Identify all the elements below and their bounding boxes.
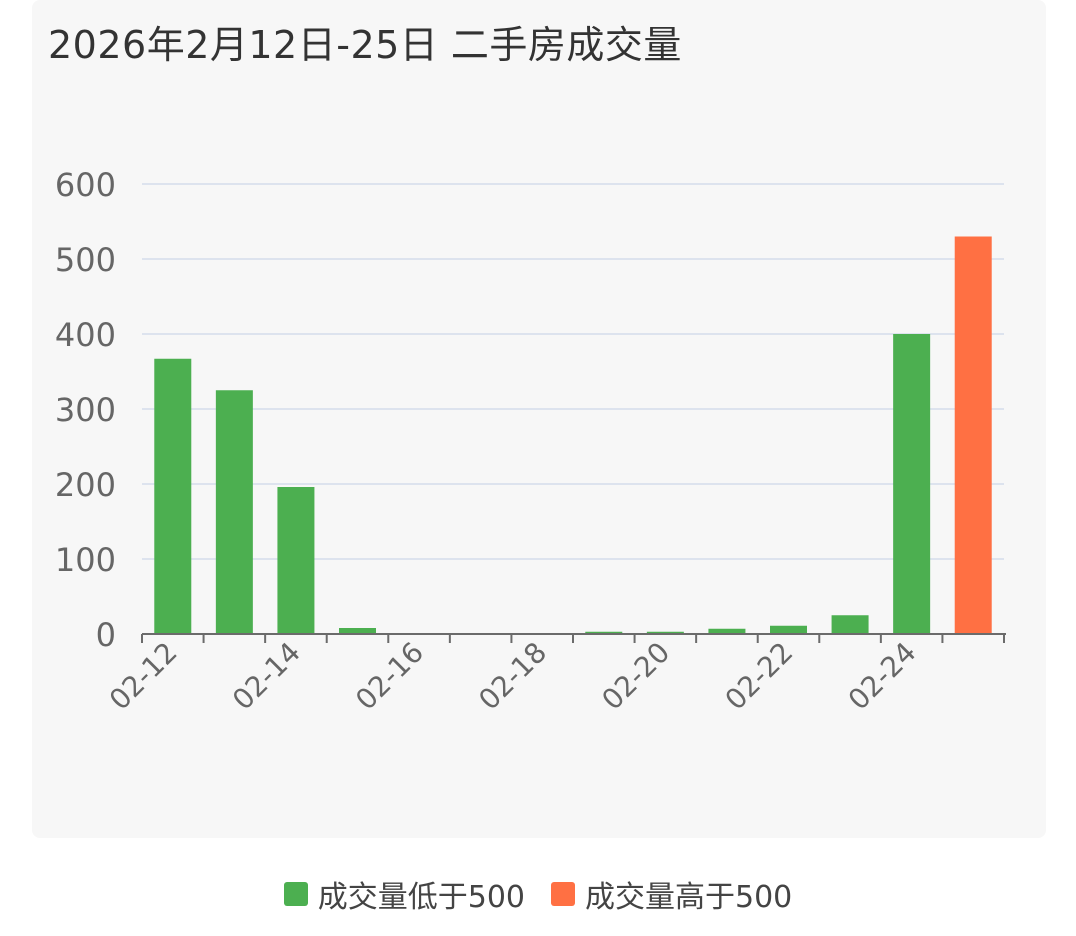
bar (708, 628, 746, 634)
x-tick-label: 02-18 (472, 636, 553, 717)
legend-swatch-low (283, 882, 308, 906)
y-tick-label: 300 (55, 391, 116, 429)
bar (831, 615, 869, 634)
x-tick-label: 02-22 (719, 636, 800, 717)
bar (339, 628, 376, 634)
x-tick-label: 02-20 (595, 636, 676, 717)
bar (585, 631, 623, 634)
y-tick-label: 400 (55, 316, 116, 354)
bar (893, 334, 931, 634)
legend: 成交量低于500 成交量高于500 (0, 872, 1076, 916)
y-tick-label: 200 (55, 466, 116, 504)
bar (954, 236, 992, 634)
x-tick-label: 02-14 (226, 636, 307, 717)
legend-swatch-high (551, 882, 575, 906)
chart-title: 2026年2月12日-25日 二手房成交量 (48, 23, 682, 67)
legend-item-low[interactable]: 成交量低于500 (283, 872, 525, 916)
bar (770, 625, 807, 634)
bar (277, 487, 315, 634)
y-tick-label: 0 (96, 616, 116, 654)
bar (215, 390, 253, 634)
x-tick-label: 02-16 (349, 636, 430, 717)
x-tick-label: 02-24 (842, 636, 923, 717)
bar (154, 358, 192, 634)
bar (646, 631, 684, 634)
legend-item-high[interactable]: 成交量高于500 (551, 872, 792, 916)
y-tick-label: 100 (55, 541, 116, 579)
y-tick-label: 500 (55, 241, 116, 279)
legend-label-low: 成交量低于500 (317, 880, 525, 915)
legend-label-high: 成交量高于500 (585, 880, 793, 915)
y-tick-label: 600 (55, 166, 116, 204)
chart-card (32, 0, 1046, 838)
